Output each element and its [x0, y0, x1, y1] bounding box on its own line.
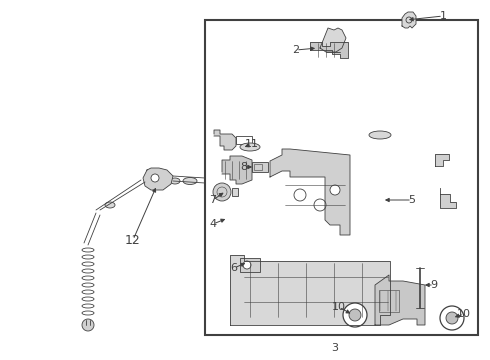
Polygon shape: [375, 275, 425, 325]
Text: 1: 1: [440, 11, 446, 21]
Ellipse shape: [240, 143, 260, 151]
Bar: [240, 258, 260, 272]
Polygon shape: [310, 42, 348, 58]
Text: 12: 12: [125, 234, 141, 247]
Polygon shape: [222, 156, 252, 184]
Text: 4: 4: [209, 219, 217, 229]
Circle shape: [314, 199, 326, 211]
Circle shape: [416, 308, 424, 316]
Circle shape: [446, 312, 458, 324]
Polygon shape: [270, 149, 350, 235]
Text: 5: 5: [409, 195, 416, 205]
Bar: [254, 164, 262, 170]
Bar: [232, 188, 238, 196]
Text: 3: 3: [332, 343, 339, 353]
Circle shape: [213, 183, 231, 201]
Polygon shape: [320, 28, 346, 52]
Text: 6: 6: [230, 263, 238, 273]
Circle shape: [343, 303, 367, 327]
Circle shape: [349, 309, 361, 321]
Bar: [252, 162, 268, 172]
Polygon shape: [435, 154, 449, 166]
Circle shape: [440, 306, 464, 330]
Text: 11: 11: [245, 139, 259, 149]
Circle shape: [294, 189, 306, 201]
Circle shape: [82, 319, 94, 331]
Polygon shape: [230, 255, 390, 325]
Circle shape: [330, 185, 340, 195]
Text: 7: 7: [209, 195, 217, 205]
Bar: [379, 290, 399, 312]
Ellipse shape: [105, 202, 115, 208]
Text: 2: 2: [293, 45, 299, 55]
Text: 9: 9: [430, 280, 438, 290]
Polygon shape: [214, 130, 236, 150]
Ellipse shape: [183, 177, 197, 185]
Text: 10: 10: [457, 309, 471, 319]
Ellipse shape: [170, 178, 180, 184]
Bar: [205, 20, 478, 335]
Bar: [236, 136, 252, 144]
Text: 8: 8: [241, 162, 247, 172]
Polygon shape: [402, 12, 416, 28]
Circle shape: [243, 261, 251, 269]
Polygon shape: [143, 168, 173, 190]
Circle shape: [151, 174, 159, 182]
Ellipse shape: [369, 131, 391, 139]
Text: 10: 10: [332, 302, 346, 312]
Polygon shape: [440, 188, 456, 208]
